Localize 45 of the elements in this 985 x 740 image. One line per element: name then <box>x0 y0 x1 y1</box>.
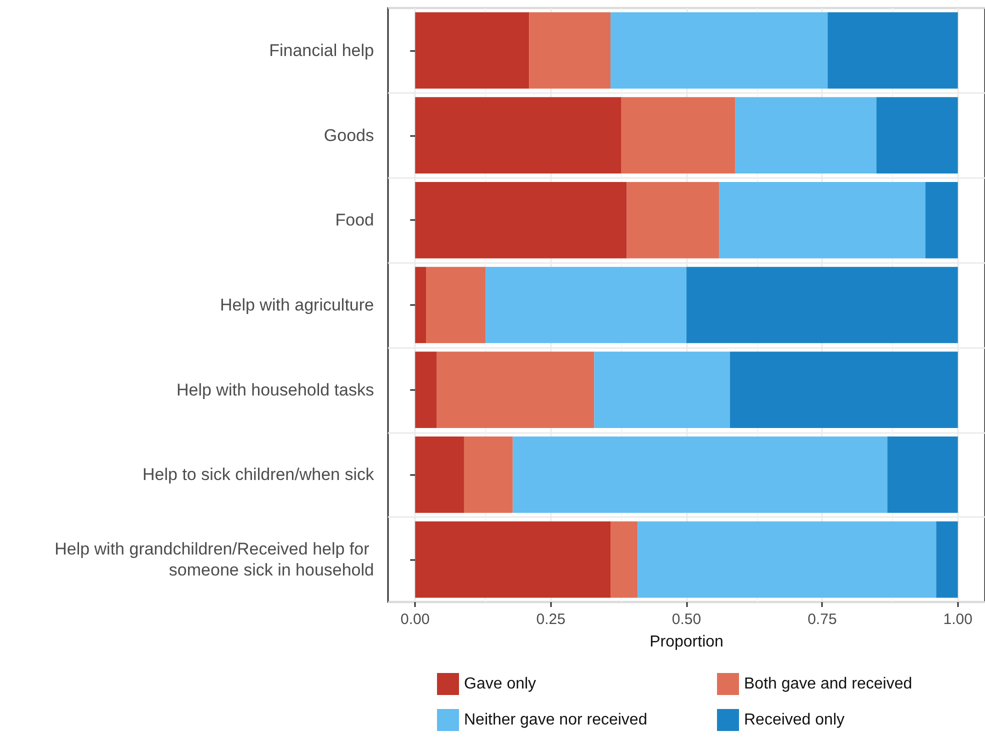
bar <box>415 352 437 428</box>
y-tick-label: Help with household tasks <box>176 380 374 400</box>
bar <box>876 97 958 174</box>
bar <box>730 352 958 428</box>
bar <box>486 266 686 344</box>
legend-label: Gave only <box>464 676 536 692</box>
y-tick-label: Goods <box>324 126 374 145</box>
bar <box>936 521 958 598</box>
bar <box>735 97 876 174</box>
x-tick-label: 0.50 <box>672 611 702 628</box>
x-tick-label: 0.25 <box>536 611 566 628</box>
bar <box>610 12 828 89</box>
bar <box>626 182 720 258</box>
legend-label: Neither gave nor received <box>464 712 648 728</box>
bar <box>415 12 530 89</box>
x-tick-label: 1.00 <box>943 611 972 628</box>
bar <box>638 521 936 598</box>
legend-label: Received only <box>744 712 844 728</box>
bar <box>610 521 638 598</box>
bar <box>426 266 486 344</box>
bar <box>686 266 958 344</box>
bar <box>415 266 426 344</box>
bar <box>621 97 736 174</box>
y-tick-label: Financial help <box>269 40 374 60</box>
bar <box>719 182 926 258</box>
bar <box>415 97 622 174</box>
bar <box>529 12 611 89</box>
y-tick-label: Help with agriculture <box>220 296 374 314</box>
bar <box>925 182 958 258</box>
y-tick-label: Help with grandchildren/Received help for someone sick in household <box>54 540 374 580</box>
bar <box>512 436 888 513</box>
bar <box>828 12 958 89</box>
y-tick-label: Food <box>335 210 374 230</box>
legend-label: Both gave and received <box>744 676 912 692</box>
x-tick-label: 0.00 <box>400 611 430 628</box>
bar <box>887 436 958 513</box>
x-axis-title: Proportion <box>650 634 724 650</box>
bar <box>415 436 464 513</box>
bar <box>436 352 594 428</box>
bar <box>415 521 611 598</box>
bar <box>594 352 730 428</box>
y-tick-label: Help to sick children/when sick <box>142 465 374 484</box>
bar <box>464 436 513 513</box>
bar <box>415 182 627 258</box>
x-tick-label: 0.75 <box>808 611 837 628</box>
